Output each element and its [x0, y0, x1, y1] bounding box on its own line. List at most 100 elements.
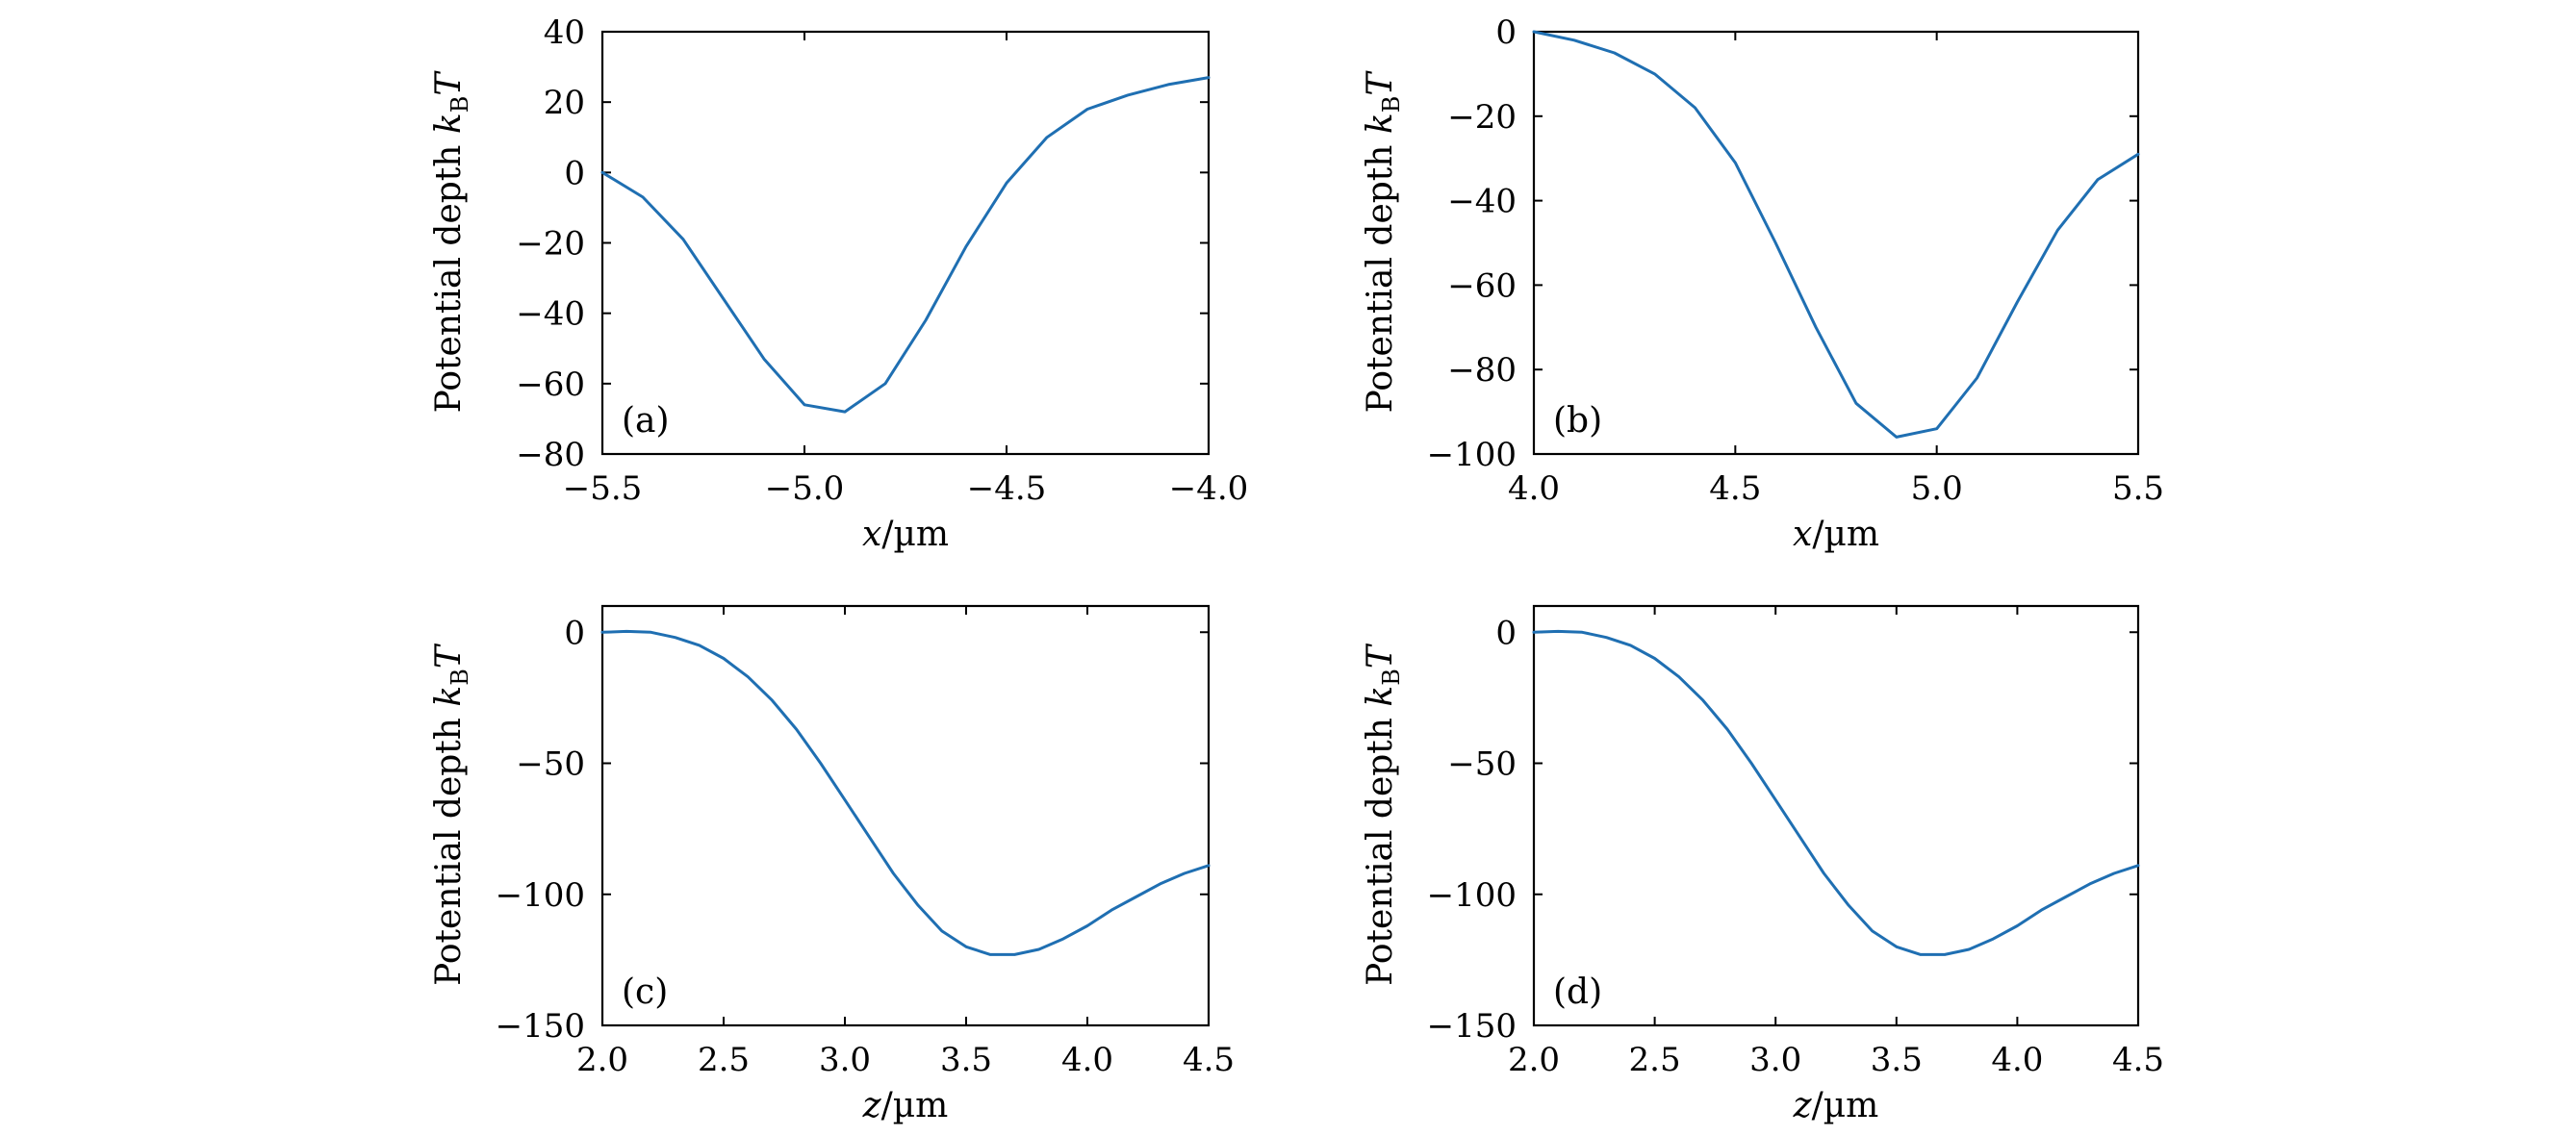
data-point-a-6: [844, 411, 847, 414]
y-tick-label-c-1: −100: [496, 876, 585, 915]
data-point-b-1: [1572, 38, 1575, 41]
data-point-b-4: [1694, 107, 1696, 110]
series-line-c: [600, 629, 1211, 956]
data-point-d-19: [1992, 938, 1995, 941]
data-point-d-1: [1557, 630, 1560, 633]
x-tick-label-c-2: 3.0: [819, 1041, 871, 1079]
data-point-a-4: [763, 358, 766, 361]
x-tick-label-c-3: 3.5: [940, 1041, 992, 1079]
data-point-d-6: [1677, 675, 1680, 678]
data-point-b-2: [1613, 52, 1616, 55]
plot-frame-c: [600, 604, 1211, 1027]
data-point-a-13: [1127, 93, 1130, 96]
plot-frame-b: [1532, 30, 2140, 456]
data-point-a-1: [642, 195, 645, 198]
x-tick-label-b-2: 5.0: [1911, 469, 1963, 508]
x-axis-label-a: x/µm: [862, 515, 949, 554]
y-tick-label-d-2: −50: [1447, 745, 1517, 784]
y-tick-label-c-3: 0: [564, 614, 585, 652]
x-tick-label-d-5: 4.5: [2112, 1041, 2164, 1079]
x-tick-label-c-5: 4.5: [1183, 1041, 1235, 1079]
data-point-c-23: [1159, 882, 1161, 885]
data-point-c-5: [723, 657, 726, 660]
data-point-c-15: [965, 946, 968, 948]
y-tick-label-b-3: −40: [1447, 183, 1517, 221]
data-point-d-12: [1823, 872, 1825, 875]
data-point-d-0: [1533, 631, 1536, 634]
y-tick-label-a-4: 0: [564, 154, 585, 192]
data-point-b-9: [1895, 436, 1898, 439]
x-tick-label-b-1: 4.5: [1709, 469, 1761, 508]
series-line-a: [600, 76, 1211, 414]
y-tick-label-b-2: −60: [1447, 266, 1517, 305]
y-tick-label-b-4: −20: [1447, 98, 1517, 137]
data-point-b-12: [2016, 301, 2019, 304]
panel-label-d: (d): [1553, 972, 1602, 1012]
data-point-c-12: [892, 872, 895, 875]
x-tick-label-d-0: 2.0: [1508, 1041, 1560, 1079]
data-point-b-7: [1815, 326, 1818, 329]
x-tick-label-b-3: 5.5: [2112, 469, 2164, 508]
data-point-d-9: [1750, 762, 1753, 765]
panel-label-c: (c): [622, 972, 668, 1012]
data-point-c-10: [844, 798, 847, 801]
data-point-d-15: [1895, 946, 1898, 948]
data-point-d-21: [2040, 909, 2043, 912]
y-tick-label-a-0: −80: [516, 436, 585, 474]
data-point-d-8: [1726, 728, 1729, 731]
data-point-b-0: [1533, 31, 1536, 34]
data-point-d-20: [2016, 924, 2019, 927]
data-point-a-9: [965, 245, 968, 248]
x-tick-label-d-4: 4.0: [1991, 1041, 2043, 1079]
y-tick-label-b-1: −80: [1447, 351, 1517, 390]
panel-a: −5.5 −5.0 −4.5 −4.0 −80 −60 −40 −20 0 20 40 x/µm Pot…: [429, 13, 1248, 554]
data-point-d-10: [1774, 798, 1777, 801]
x-axis-label-b: x/µm: [1793, 515, 1879, 554]
x-tick-label-d-1: 2.5: [1629, 1041, 1681, 1079]
x-tick-label-a-0: −5.5: [563, 469, 643, 508]
data-point-c-1: [625, 630, 628, 633]
data-point-a-5: [803, 403, 806, 406]
plot-frame-d: [1532, 604, 2140, 1027]
data-point-d-13: [1847, 903, 1849, 906]
data-point-c-14: [940, 929, 943, 932]
data-point-c-19: [1061, 938, 1064, 941]
y-tick-label-d-1: −100: [1427, 876, 1517, 915]
data-point-a-10: [1006, 182, 1008, 185]
data-point-d-14: [1871, 929, 1874, 932]
panel-c: 2.0 2.5 3.0 3.5 4.0 4.5 −150 −100 −50 0 z/µm Potent…: [429, 604, 1235, 1125]
data-point-c-4: [698, 644, 701, 646]
data-point-b-3: [1653, 72, 1656, 75]
x-axis-label-c: z/µm: [862, 1086, 949, 1125]
data-point-d-24: [2112, 872, 2115, 875]
data-point-c-16: [989, 953, 992, 956]
x-tick-label-a-2: −4.5: [967, 469, 1047, 508]
data-point-c-9: [819, 762, 822, 765]
series-line-d: [1532, 629, 2140, 956]
data-point-c-17: [1013, 953, 1016, 956]
y-tick-label-d-0: −150: [1427, 1007, 1517, 1046]
data-point-c-6: [747, 675, 750, 678]
data-point-d-23: [2088, 882, 2091, 885]
panel-d: 2.0 2.5 3.0 3.5 4.0 4.5 −150 −100 −50 0 z/µm Potent…: [1361, 604, 2164, 1125]
series-line-b: [1532, 30, 2140, 439]
data-point-c-7: [771, 699, 774, 702]
y-tick-label-a-1: −60: [516, 366, 585, 404]
y-tick-label-a-6: 40: [544, 13, 585, 52]
x-tick-label-d-2: 3.0: [1749, 1041, 1801, 1079]
data-point-b-8: [1854, 402, 1857, 405]
panel-label-b: (b): [1553, 401, 1602, 441]
data-point-c-2: [650, 631, 652, 634]
data-point-c-11: [868, 835, 871, 838]
data-point-a-11: [1046, 136, 1049, 139]
data-point-c-3: [674, 636, 676, 639]
data-point-a-2: [682, 238, 685, 240]
x-tick-label-c-4: 4.0: [1061, 1041, 1113, 1079]
data-point-b-11: [1976, 377, 1978, 380]
data-point-d-4: [1629, 644, 1632, 646]
y-tick-label-d-3: 0: [1495, 614, 1517, 652]
data-point-d-11: [1798, 835, 1801, 838]
data-point-a-7: [884, 382, 887, 385]
data-point-a-8: [925, 319, 928, 322]
